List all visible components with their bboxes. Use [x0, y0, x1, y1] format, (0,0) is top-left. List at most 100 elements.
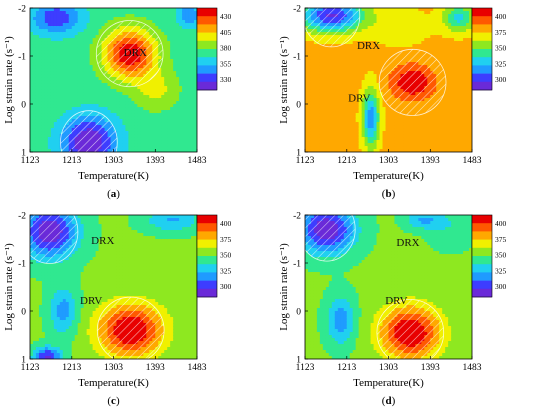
contour-cell: [307, 74, 312, 78]
contour-cell: [391, 122, 396, 126]
contour-cell: [74, 110, 79, 114]
contour-cell: [128, 134, 132, 138]
contour-cell: [188, 20, 192, 24]
contour-cell: [412, 20, 416, 24]
contour-cell: [364, 143, 369, 147]
contour-cell: [358, 32, 363, 36]
contour-cell: [316, 104, 321, 108]
contour-cell: [134, 146, 138, 150]
contour-cell: [158, 143, 162, 147]
contour-cell: [62, 20, 67, 24]
contour-cell: [194, 20, 197, 24]
contour-cell: [119, 17, 124, 21]
contour-cell: [436, 131, 440, 135]
contour-cell: [98, 11, 103, 15]
contour-cell: [388, 122, 393, 126]
contour-cell: [158, 89, 162, 93]
colorbar-tick-label: 380: [220, 44, 232, 53]
contour-cell: [140, 8, 144, 12]
contour-cell: [388, 32, 393, 36]
contour-cell: [59, 41, 64, 45]
contour-cell: [179, 140, 183, 144]
contour-cell: [131, 119, 135, 123]
contour-cell: [340, 44, 345, 48]
contour-cell: [337, 86, 342, 90]
contour-cell: [361, 122, 366, 126]
contour-cell: [65, 38, 70, 42]
contour-cell: [30, 71, 34, 75]
colorbar-swatch: [197, 16, 217, 25]
contour-cell: [38, 56, 43, 60]
contour-cell: [131, 107, 135, 111]
contour-cell: [194, 101, 197, 105]
contour-cell: [358, 128, 363, 132]
contour-cell: [355, 131, 360, 135]
contour-cell: [158, 134, 162, 138]
contour-cell: [170, 14, 174, 18]
contour-cell: [322, 146, 327, 150]
contour-cell: [343, 146, 348, 150]
contour-cell: [334, 140, 339, 144]
contour-cell: [361, 26, 366, 30]
contour-cell: [74, 50, 79, 54]
contour-cell: [161, 140, 165, 144]
contour-cell: [391, 14, 396, 18]
contour-cell: [161, 80, 165, 84]
contour-cell: [364, 128, 369, 132]
contour-cell: [53, 68, 58, 72]
contour-cell: [176, 53, 180, 57]
contour-cell: [370, 62, 375, 66]
contour-cell: [86, 53, 91, 57]
contour-cell: [140, 125, 144, 129]
contour-cell: [71, 41, 76, 45]
contour-cell: [62, 107, 67, 111]
contour-cell: [322, 59, 327, 63]
contour-cell: [176, 107, 180, 111]
contour-cell: [170, 50, 174, 54]
contour-cell: [188, 44, 192, 48]
contour-cell: [155, 23, 159, 27]
contour-cell: [182, 59, 186, 63]
contour-cell: [364, 71, 369, 75]
contour-cell: [307, 143, 312, 147]
contour-cell: [122, 113, 127, 117]
contour-cell: [47, 140, 52, 144]
contour-cell: [77, 104, 82, 108]
contour-cell: [313, 71, 318, 75]
contour-cell: [436, 107, 440, 111]
contour-cell: [319, 101, 324, 105]
contour-cell: [382, 143, 387, 147]
contour-cell: [337, 146, 342, 150]
contour-cell: [388, 17, 393, 21]
contour-cell: [170, 11, 174, 15]
contour-cell: [170, 116, 174, 120]
contour-cell: [155, 14, 159, 18]
contour-cell: [409, 11, 413, 15]
contour-cell: [191, 74, 195, 78]
contour-cell: [415, 8, 419, 12]
contour-cell: [185, 53, 189, 57]
contour-cell: [430, 50, 434, 54]
contour-cell: [319, 134, 324, 138]
contour-cell: [68, 38, 73, 42]
contour-cell: [56, 80, 61, 84]
contour-cell: [337, 134, 342, 138]
contour-cell: [80, 80, 85, 84]
contour-cell: [86, 71, 91, 75]
contour-cell: [50, 17, 55, 21]
contour-cell: [367, 26, 372, 30]
contour-cell: [194, 71, 197, 75]
contour-cell: [319, 50, 324, 54]
x-axis-label: Temperature(K): [78, 170, 149, 182]
contour-cell: [439, 26, 443, 30]
contour-cell: [161, 137, 165, 141]
contour-cell: [167, 68, 171, 72]
contour-cell: [364, 104, 369, 108]
contour-cell: [164, 104, 168, 108]
contour-cell: [361, 77, 366, 81]
contour-cell: [340, 71, 345, 75]
contour-cell: [319, 143, 324, 147]
contour-cell: [400, 125, 405, 129]
contour-cell: [146, 86, 150, 90]
contour-cell: [328, 143, 333, 147]
